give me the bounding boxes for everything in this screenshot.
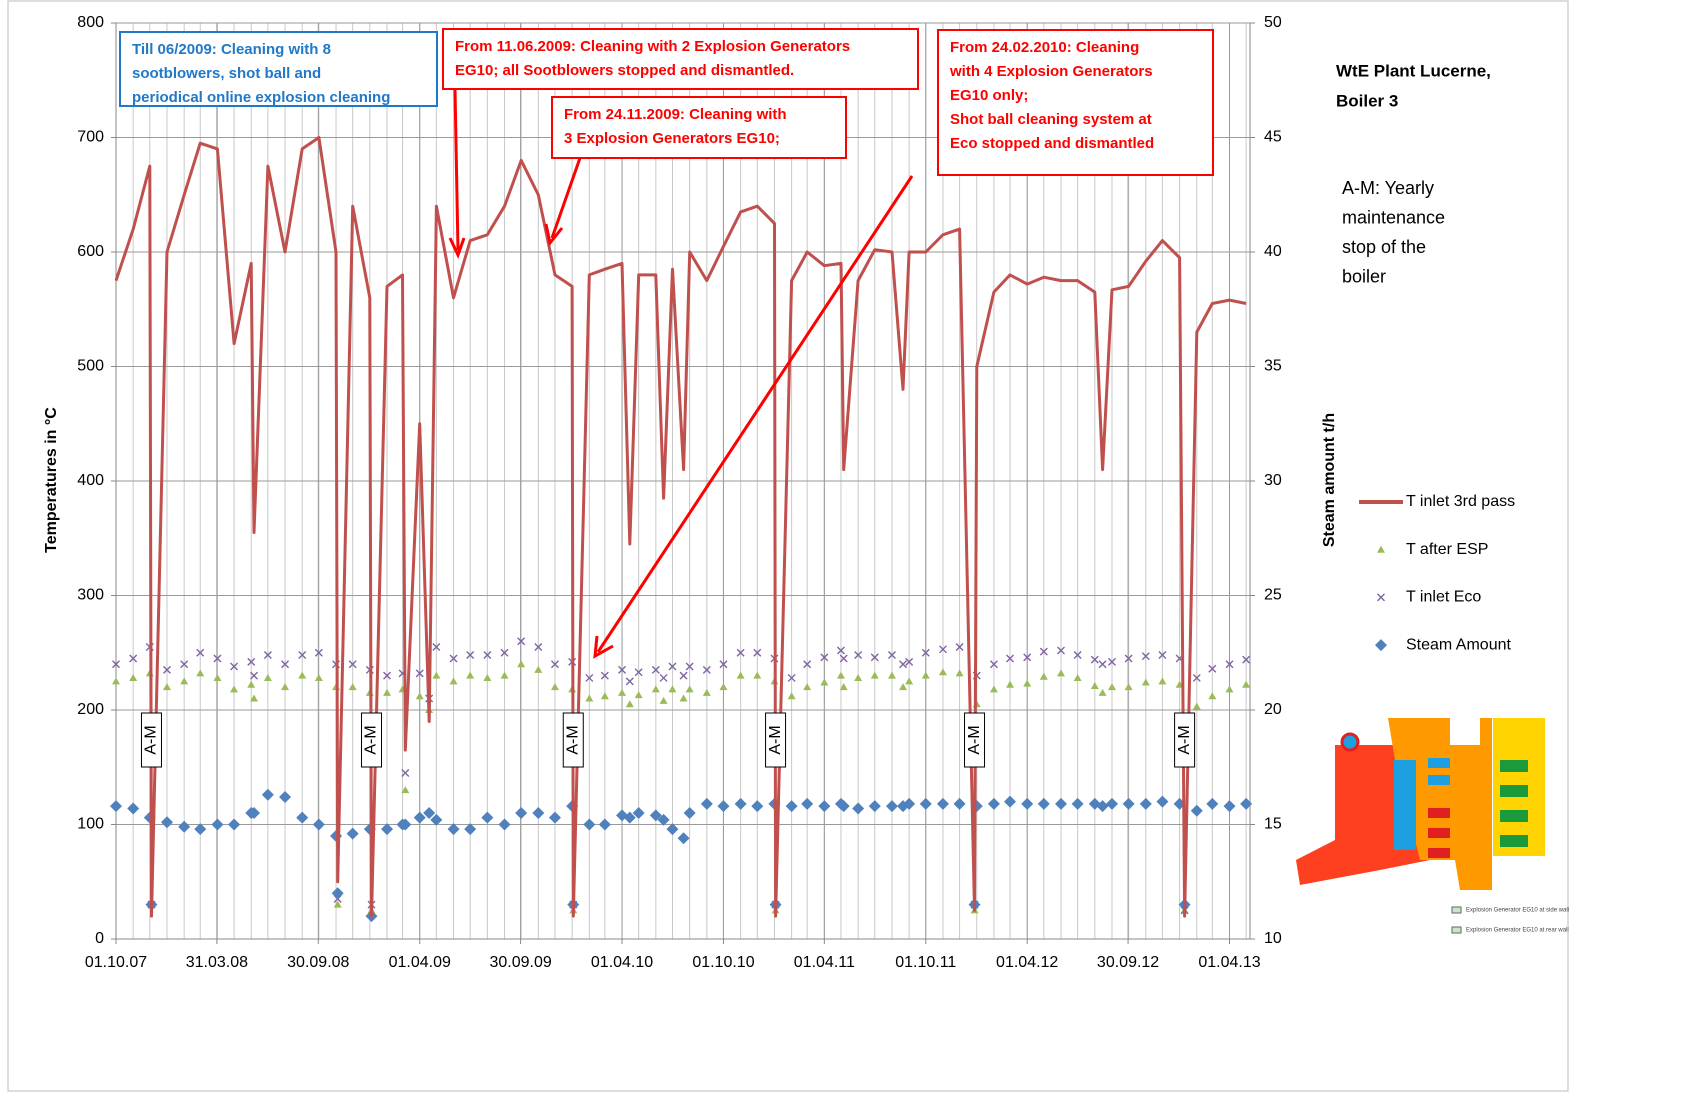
y-tick-label: 600: [77, 243, 104, 260]
y-tick-label: 800: [77, 14, 104, 31]
y-tick-label: 400: [77, 472, 104, 489]
legend-label: T inlet 3rd pass: [1406, 493, 1515, 510]
maintenance-label: A-M: [143, 725, 160, 754]
y-tick-label: 200: [77, 701, 104, 718]
y2-tick-label: 35: [1264, 358, 1282, 375]
maintenance-note: boiler: [1342, 266, 1386, 286]
annotation-text: 3 Explosion Generators EG10;: [564, 130, 780, 147]
y-tick-label: 500: [77, 358, 104, 375]
y-tick-label: 700: [77, 129, 104, 146]
maintenance-label: A-M: [1176, 725, 1193, 754]
eg: [1500, 835, 1528, 847]
legend-label: T after ESP: [1406, 541, 1488, 558]
annotation-text: Till 06/2009: Cleaning with 8: [132, 41, 331, 58]
page: 0 100 200 300 400 500 600 700 800 10 15 20 25 30 35 40 4…: [0, 0, 1701, 1096]
pass-block: [1394, 760, 1416, 850]
y2-tick-label: 40: [1264, 243, 1282, 260]
eg: [1428, 828, 1450, 838]
y-axis-title: Temperatures in °C: [43, 407, 60, 553]
y2-tick-label: 50: [1264, 14, 1282, 31]
x-tick-label: 31.03.08: [186, 954, 248, 971]
x-tick-label: 01.04.12: [996, 954, 1058, 971]
x-tick-label: 30.09.08: [287, 954, 349, 971]
eg: [1428, 808, 1450, 818]
annotation-text: From 11.06.2009: Cleaning with 2 Explosi…: [455, 38, 850, 55]
eg: [1500, 810, 1528, 822]
maintenance-label: A-M: [767, 725, 784, 754]
maintenance-label: A-M: [363, 725, 380, 754]
y2-tick-label: 25: [1264, 587, 1282, 604]
maintenance-note: A-M: Yearly: [1342, 178, 1434, 198]
x-tick-label: 01.04.09: [389, 954, 451, 971]
y2-tick-label: 45: [1264, 129, 1282, 146]
maintenance-note: stop of the: [1342, 237, 1426, 257]
x-tick-label: 01.04.10: [591, 954, 653, 971]
eg: [1428, 848, 1450, 858]
x-tick-label: 30.09.12: [1097, 954, 1159, 971]
diagram-legend: Explosion Generator EG10 at rear wall: [1466, 928, 1569, 934]
eg: [1428, 758, 1450, 768]
plant-title: Boiler 3: [1336, 91, 1398, 110]
annotation-text: sootblowers, shot ball and: [132, 65, 321, 82]
annotation-text: From 24.11.2009: Cleaning with: [564, 106, 787, 123]
y-tick-label: 0: [95, 930, 104, 947]
annotation-text: Shot ball cleaning system at: [950, 111, 1152, 128]
maintenance-label: A-M: [966, 725, 983, 754]
eg: [1500, 760, 1528, 772]
chart: 0 100 200 300 400 500 600 700 800 10 15 20 25 30 35 40 4…: [0, 0, 1701, 1096]
y-tick-label: 300: [77, 587, 104, 604]
annotation-text: with 4 Explosion Generators: [949, 63, 1153, 80]
burner: [1342, 734, 1358, 750]
x-tick-label: 01.10.07: [85, 954, 147, 971]
x-tick-label: 01.10.11: [895, 954, 956, 971]
eg: [1500, 785, 1528, 797]
x-tick-label: 30.09.09: [489, 954, 551, 971]
legend-swatch: [1452, 927, 1461, 933]
y2-tick-label: 10: [1264, 930, 1282, 947]
annotation-text: From 24.02.2010: Cleaning: [950, 39, 1139, 56]
y-tick-label: 100: [77, 816, 104, 833]
x-tick-label: 01.04.11: [794, 954, 855, 971]
x-tick-label: 01.04.13: [1198, 954, 1260, 971]
y2-tick-label: 20: [1264, 701, 1282, 718]
y2-tick-label: 30: [1264, 472, 1282, 489]
y2-tick-label: 15: [1264, 816, 1282, 833]
legend-label: T inlet Eco: [1406, 589, 1481, 606]
maintenance-label: A-M: [564, 725, 581, 754]
legend-swatch: [1452, 907, 1461, 913]
y2-axis-title: Steam amount t/h: [1321, 413, 1338, 547]
plant-title: WtE Plant Lucerne,: [1336, 61, 1491, 80]
eg: [1428, 775, 1450, 785]
annotation-text: EG10; all Sootblowers stopped and disman…: [455, 62, 794, 79]
diagram-legend: Explosion Generator EG10 at side wall: [1466, 908, 1569, 914]
annotation-text: periodical online explosion cleaning: [132, 89, 390, 106]
annotation-text: EG10 only;: [950, 87, 1028, 104]
legend-label: Steam Amount: [1406, 636, 1512, 653]
maintenance-note: maintenance: [1342, 207, 1445, 227]
x-tick-label: 01.10.10: [692, 954, 754, 971]
annotation-text: Eco stopped and dismantled: [950, 135, 1154, 152]
